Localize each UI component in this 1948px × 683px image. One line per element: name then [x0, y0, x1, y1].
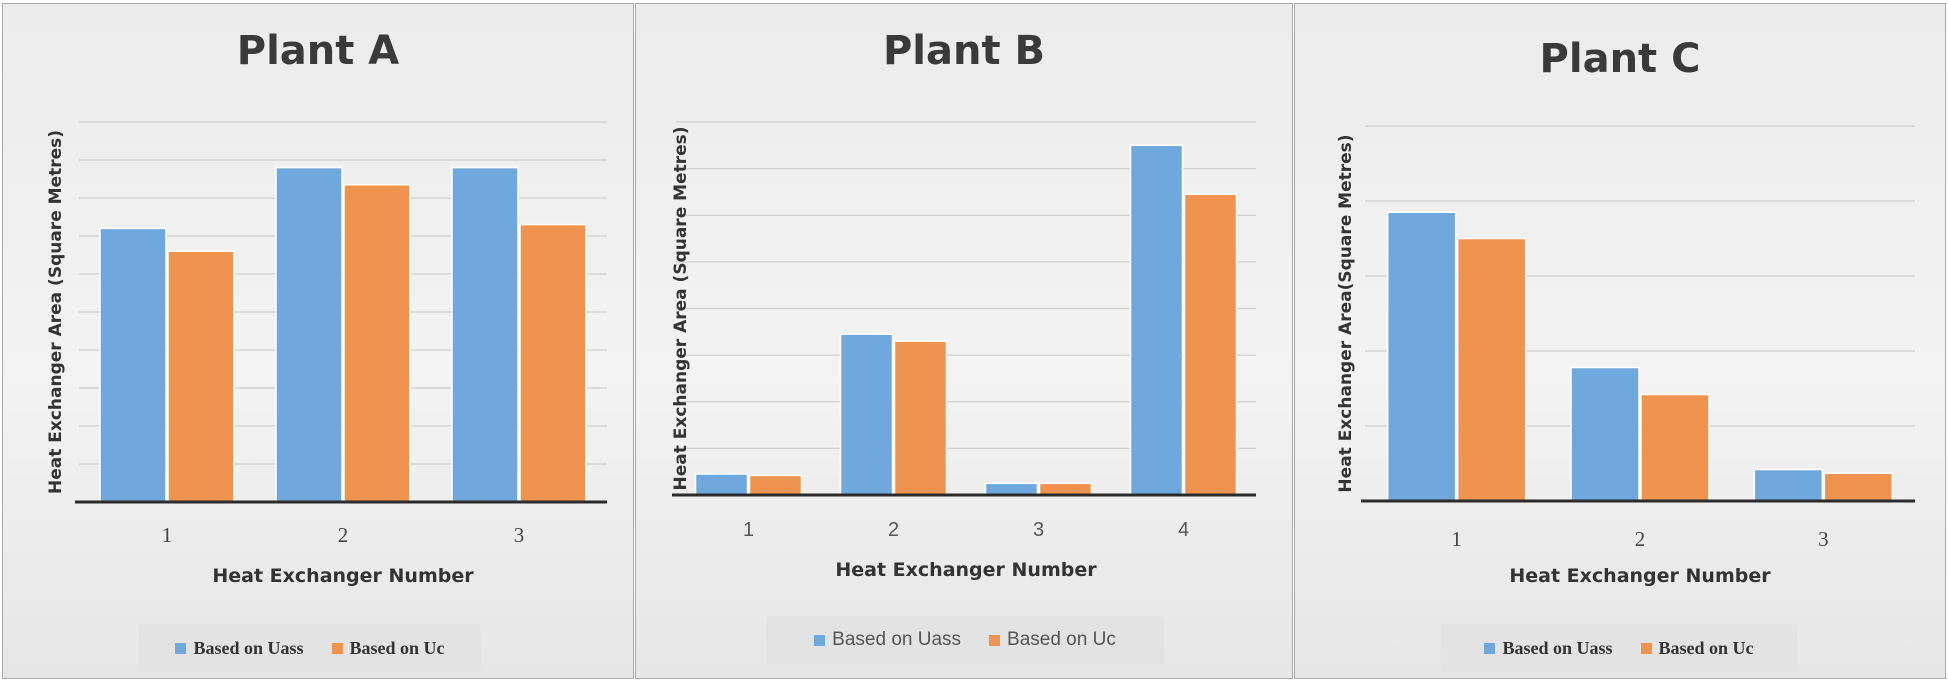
legend: Based on Uass Based on Uc [766, 616, 1164, 664]
legend-swatch-uc [331, 642, 343, 654]
y-axis-title: Heat Exchanger Area(Square Metres) [1336, 134, 1356, 492]
bar-uass-3 [451, 166, 519, 503]
bar-uass-3 [984, 482, 1039, 496]
chart-title: Plant B [882, 28, 1046, 74]
bar-uc-1 [748, 474, 803, 496]
x-tick-label: 2 [338, 523, 349, 547]
bar-uc-3 [1038, 482, 1093, 496]
legend-item-uass: Based on Uass [175, 637, 304, 659]
x-axis-title: Heat Exchanger Number [835, 559, 1097, 581]
x-axis-title: Heat Exchanger Number [1509, 565, 1771, 587]
legend-swatch-uc [1640, 642, 1652, 654]
legend-swatch-uass [1484, 642, 1496, 654]
x-tick-label: 4 [1178, 519, 1189, 541]
legend-item-uc: Based on Uc [331, 637, 445, 659]
bar-uass-3 [1753, 468, 1824, 502]
x-tick-label: 2 [1635, 527, 1646, 551]
x-tick-label: 1 [162, 523, 173, 547]
chart-title: Plant A [236, 28, 400, 74]
plant-c-chart: 1 2 3 Heat Exchanger Number Heat Exchanger A… [1336, 125, 1915, 587]
legend-label-uc: Based on Uc [1658, 637, 1754, 658]
legend-swatch-uc [989, 634, 1001, 646]
y-axis-title: Heat Exchanger Area (Square Metres) [671, 126, 691, 490]
legend-item-uc: Based on Uc [1640, 637, 1754, 659]
legend-label-uass: Based on Uass [193, 637, 304, 658]
legend-label-uass: Based on Uass [832, 629, 962, 650]
bar-uc-2 [893, 340, 948, 496]
plant-b-chart: 1 2 3 4 Heat Exchanger Number Heat Exchanger … [671, 121, 1256, 581]
x-tick-label: 1 [743, 519, 754, 541]
plant-b-panel: Plant B 1 2 3 4 Heat Exchanger Number Heat Ex… [635, 3, 1293, 679]
bar-uass-2 [1570, 366, 1640, 502]
y-axis-title: Heat Exchanger Area (Square Metres) [46, 130, 66, 494]
legend-label-uc: Based on Uc [1007, 629, 1116, 650]
legend: Based on Uass Based on Uc [1441, 624, 1797, 672]
bar-uc-2 [1640, 393, 1710, 502]
bar-uc-1 [167, 250, 235, 503]
plant-a-chart: 1 2 3 Heat Exchanger Number Heat Exchanger A… [46, 121, 607, 587]
bar-uass-1 [694, 473, 749, 496]
plant-c-panel: Plant C 1 2 3 Heat Exchanger Number Heat Exc… [1294, 3, 1946, 679]
bar-uass-2 [275, 166, 343, 503]
x-tick-label: 3 [1818, 527, 1829, 551]
legend-swatch-uass [814, 634, 826, 646]
bar-uc-3 [519, 223, 587, 503]
legend: Based on Uass Based on Uc [139, 624, 481, 672]
plant-a-panel: Plant A 1 2 3 Heat Exchanger Number Heat Exc… [2, 3, 634, 679]
x-tick-label: 3 [514, 523, 525, 547]
legend-label-uass: Based on Uass [1502, 637, 1613, 658]
bar-uc-1 [1456, 237, 1527, 502]
x-tick-label: 2 [888, 519, 899, 541]
bar-uc-2 [343, 183, 411, 503]
bar-uass-1 [99, 227, 167, 503]
bar-uass-4 [1129, 144, 1184, 496]
x-tick-label: 3 [1033, 519, 1044, 541]
legend-label-uc: Based on Uc [349, 637, 445, 658]
bar-uc-3 [1823, 472, 1894, 502]
x-axis-title: Heat Exchanger Number [212, 565, 474, 587]
bar-uc-4 [1183, 193, 1238, 496]
legend-item-uass: Based on Uass [814, 629, 961, 651]
x-tick-label: 1 [1451, 527, 1462, 551]
legend-item-uc: Based on Uc [989, 629, 1116, 651]
legend-item-uass: Based on Uass [1484, 637, 1613, 659]
chart-title: Plant C [1539, 36, 1701, 82]
bar-uass-1 [1386, 211, 1457, 502]
bar-uass-2 [839, 333, 894, 496]
legend-swatch-uass [175, 642, 187, 654]
